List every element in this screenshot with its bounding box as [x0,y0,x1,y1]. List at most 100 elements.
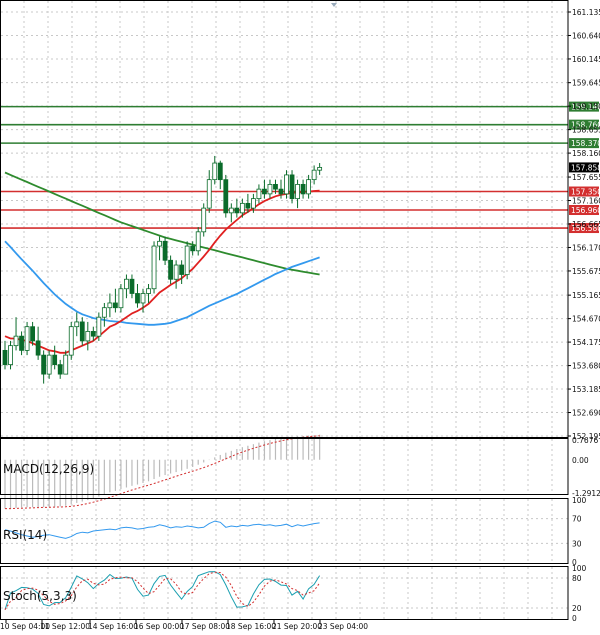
candle-body [63,354,69,375]
candle-body [245,202,251,209]
panel-frame [0,498,569,564]
level-price-label: 159.140 [571,103,600,112]
panel-frame [0,0,569,438]
candle-body [267,183,273,195]
stoch-tick-label: 80 [572,574,582,583]
panel-frame [0,566,569,620]
level-price-label: 157.350 [571,188,600,197]
candle-body [13,335,19,347]
price-tick-label: 160.640 [572,31,600,40]
candle-body [19,335,24,351]
stoch-tick-label: 0 [572,614,577,623]
time-tick-label: 14 Sep 16:00 [88,622,138,631]
time-tick-label: 10 Sep 04:00 [0,622,50,631]
scroll-marker-icon [331,3,337,7]
price-tick-label: 157.655 [572,173,600,182]
candle-body [223,179,229,214]
candle-body [41,354,47,375]
candle-body [79,321,85,342]
candle-body [74,321,80,328]
candle-body [217,162,223,181]
level-price-label: 158.370 [571,139,600,148]
level-price-tag [569,223,599,234]
candle-body [179,264,185,275]
candle-body [57,364,63,375]
candle-body [289,174,295,200]
price-tick-label: 159.645 [572,79,600,88]
candle-body [300,183,306,195]
stoch-label: Stoch(5,3,3) [3,589,77,603]
price-tick-label: 155.675 [572,267,600,276]
candle-body [52,354,58,366]
time-tick-label: 11 Sep 12:00 [40,622,90,631]
level-price-tag [569,119,599,130]
candle-body [8,345,13,366]
level-price-tag [569,138,599,149]
candle-body [140,293,146,304]
price-tick-label: 152.690 [572,409,600,418]
candle-body [284,174,289,195]
price-tick-label: 153.680 [572,362,600,371]
candle-body [162,240,168,261]
ma-blue-line [4,240,320,326]
price-tick-label: 156.170 [572,243,600,252]
candle-body [173,264,179,280]
candle-body [195,231,201,252]
macd-tick-label: -1.2912 [572,489,600,498]
indicators [4,434,321,610]
rsi-tick-label: 70 [572,515,582,524]
candle-body [278,188,284,195]
candle-body [228,207,234,214]
level-price-tag [569,101,599,112]
candle-body [234,207,240,214]
level-price-label: 156.960 [571,206,600,215]
time-tick-label: 17 Sep 08:00 [180,622,230,631]
candle-body [311,169,317,181]
candle-body [146,288,151,294]
rsi-tick-label: 30 [572,539,582,548]
moving-averages [4,171,320,354]
candle-body [184,245,190,275]
candle-body [107,302,113,309]
ma-green-line [4,171,320,276]
macd-tick-label: 0.00 [572,456,589,465]
rsi-tick-label: 0 [572,558,577,567]
candle-body [206,179,212,209]
candle-body [317,167,323,171]
ma-red-line [4,189,320,354]
rsi-tick-label: 100 [572,496,587,505]
candle-body [190,245,196,252]
candle-body [118,288,124,309]
candle-body [113,302,118,309]
candles [2,155,323,384]
price-tick-label: 152.195 [572,432,600,441]
candle-body [256,188,262,200]
time-tick-label: 23 Sep 04:00 [318,622,368,631]
candle-body [295,183,300,200]
candle-body [273,183,278,190]
current-price-label: 157.858 [571,163,600,172]
candle-body [212,162,218,181]
level-price-tag [569,205,599,216]
macd-tick-label: 0.7676 [572,436,598,445]
price-tick-label: 154.670 [572,315,600,324]
stoch-k-line [4,571,321,610]
rsi-label: RSI(14) [3,528,47,542]
candle-body [124,278,129,290]
candle-body [35,340,41,356]
candle-body [30,326,36,342]
candle-body [135,293,140,304]
price-tick-label: 154.175 [572,338,600,347]
candle-body [306,179,312,195]
candle-body [85,331,91,342]
candle-body [68,326,74,356]
time-tick-label: 18 Sep 16:00 [226,622,276,631]
price-tick-label: 160.145 [572,55,600,64]
candle-body [46,354,52,375]
level-lines: 159.140 158.760 158.370 157.350 156.960 156.5… [0,101,600,234]
panel-frame [0,438,569,495]
price-tick-label: 155.165 [572,291,600,300]
candle-body [101,307,107,318]
